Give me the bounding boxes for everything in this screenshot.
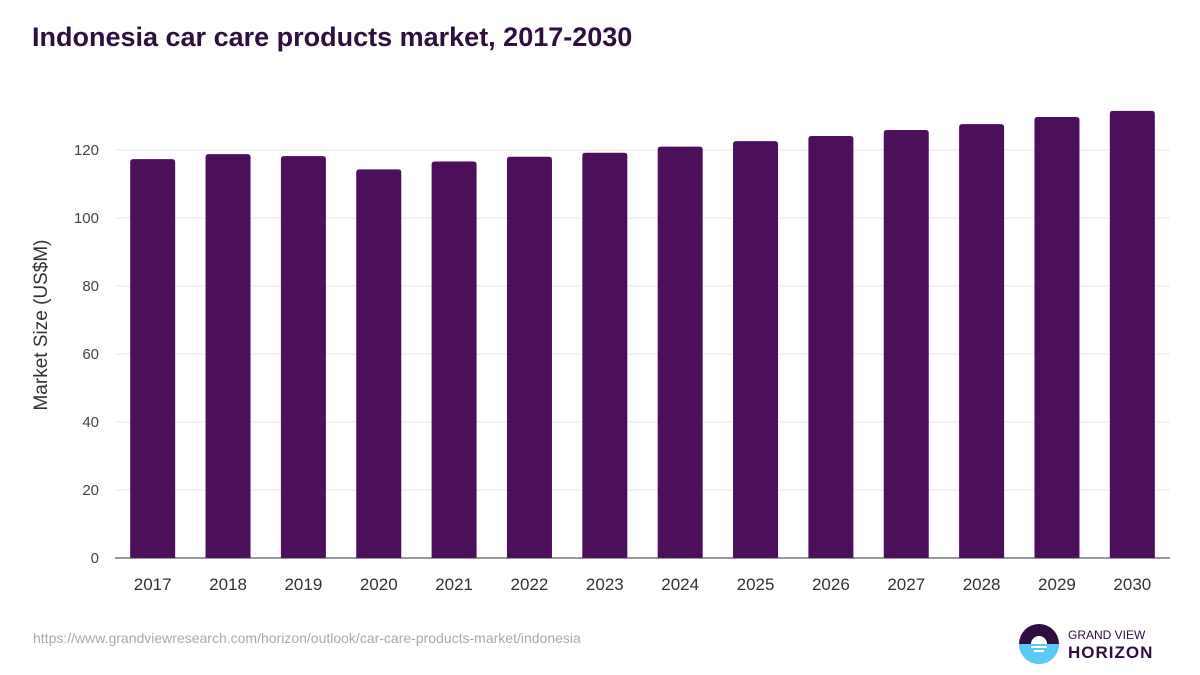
bar-2023[interactable] [582,152,628,558]
x-tick-label: 2027 [887,575,925,594]
bar-2024[interactable] [657,146,703,558]
logo-line1: GRAND VIEW [1068,628,1146,642]
x-tick-label: 2026 [812,575,850,594]
x-tick-label: 2020 [360,575,398,594]
x-tick-label: 2019 [284,575,322,594]
bar-2028[interactable] [959,124,1005,558]
x-tick-label: 2017 [134,575,172,594]
y-tick-label: 100 [74,210,99,227]
x-tick-label: 2022 [511,575,549,594]
bar-2020[interactable] [356,169,402,558]
x-tick-label: 2023 [586,575,624,594]
bar-2025[interactable] [733,141,779,558]
y-tick-label: 60 [82,346,99,363]
y-axis-label: Market Size (US$M) [31,239,52,410]
y-tick-label: 120 [74,142,99,159]
x-tick-label: 2025 [737,575,775,594]
bar-2021[interactable] [431,161,477,558]
y-tick-label: 0 [91,550,99,567]
y-tick-label: 20 [82,482,99,499]
x-tick-label: 2028 [963,575,1001,594]
chart-title: Indonesia car care products market, 2017… [32,22,633,52]
x-tick-label: 2030 [1113,575,1151,594]
x-tick-label: 2018 [209,575,247,594]
bar-2018[interactable] [205,154,251,558]
grand-view-horizon-logo: GRAND VIEW HORIZON [1018,623,1158,665]
bar-2022[interactable] [506,156,552,559]
bar-2017[interactable] [130,159,176,558]
x-tick-label: 2021 [435,575,473,594]
bar-2029[interactable] [1034,117,1080,559]
logo-line2: HORIZON [1068,643,1153,662]
bar-2026[interactable] [808,136,854,558]
horizon-logo-icon: GRAND VIEW HORIZON [1019,624,1153,664]
bar-2019[interactable] [280,156,326,558]
bar-2030[interactable] [1109,110,1155,559]
x-tick-label: 2029 [1038,575,1076,594]
y-tick-label: 40 [82,414,99,431]
y-tick-label: 80 [82,278,99,295]
bar-2027[interactable] [883,129,929,558]
x-tick-label: 2024 [661,575,699,594]
source-url[interactable]: https://www.grandviewresearch.com/horizo… [33,630,581,646]
